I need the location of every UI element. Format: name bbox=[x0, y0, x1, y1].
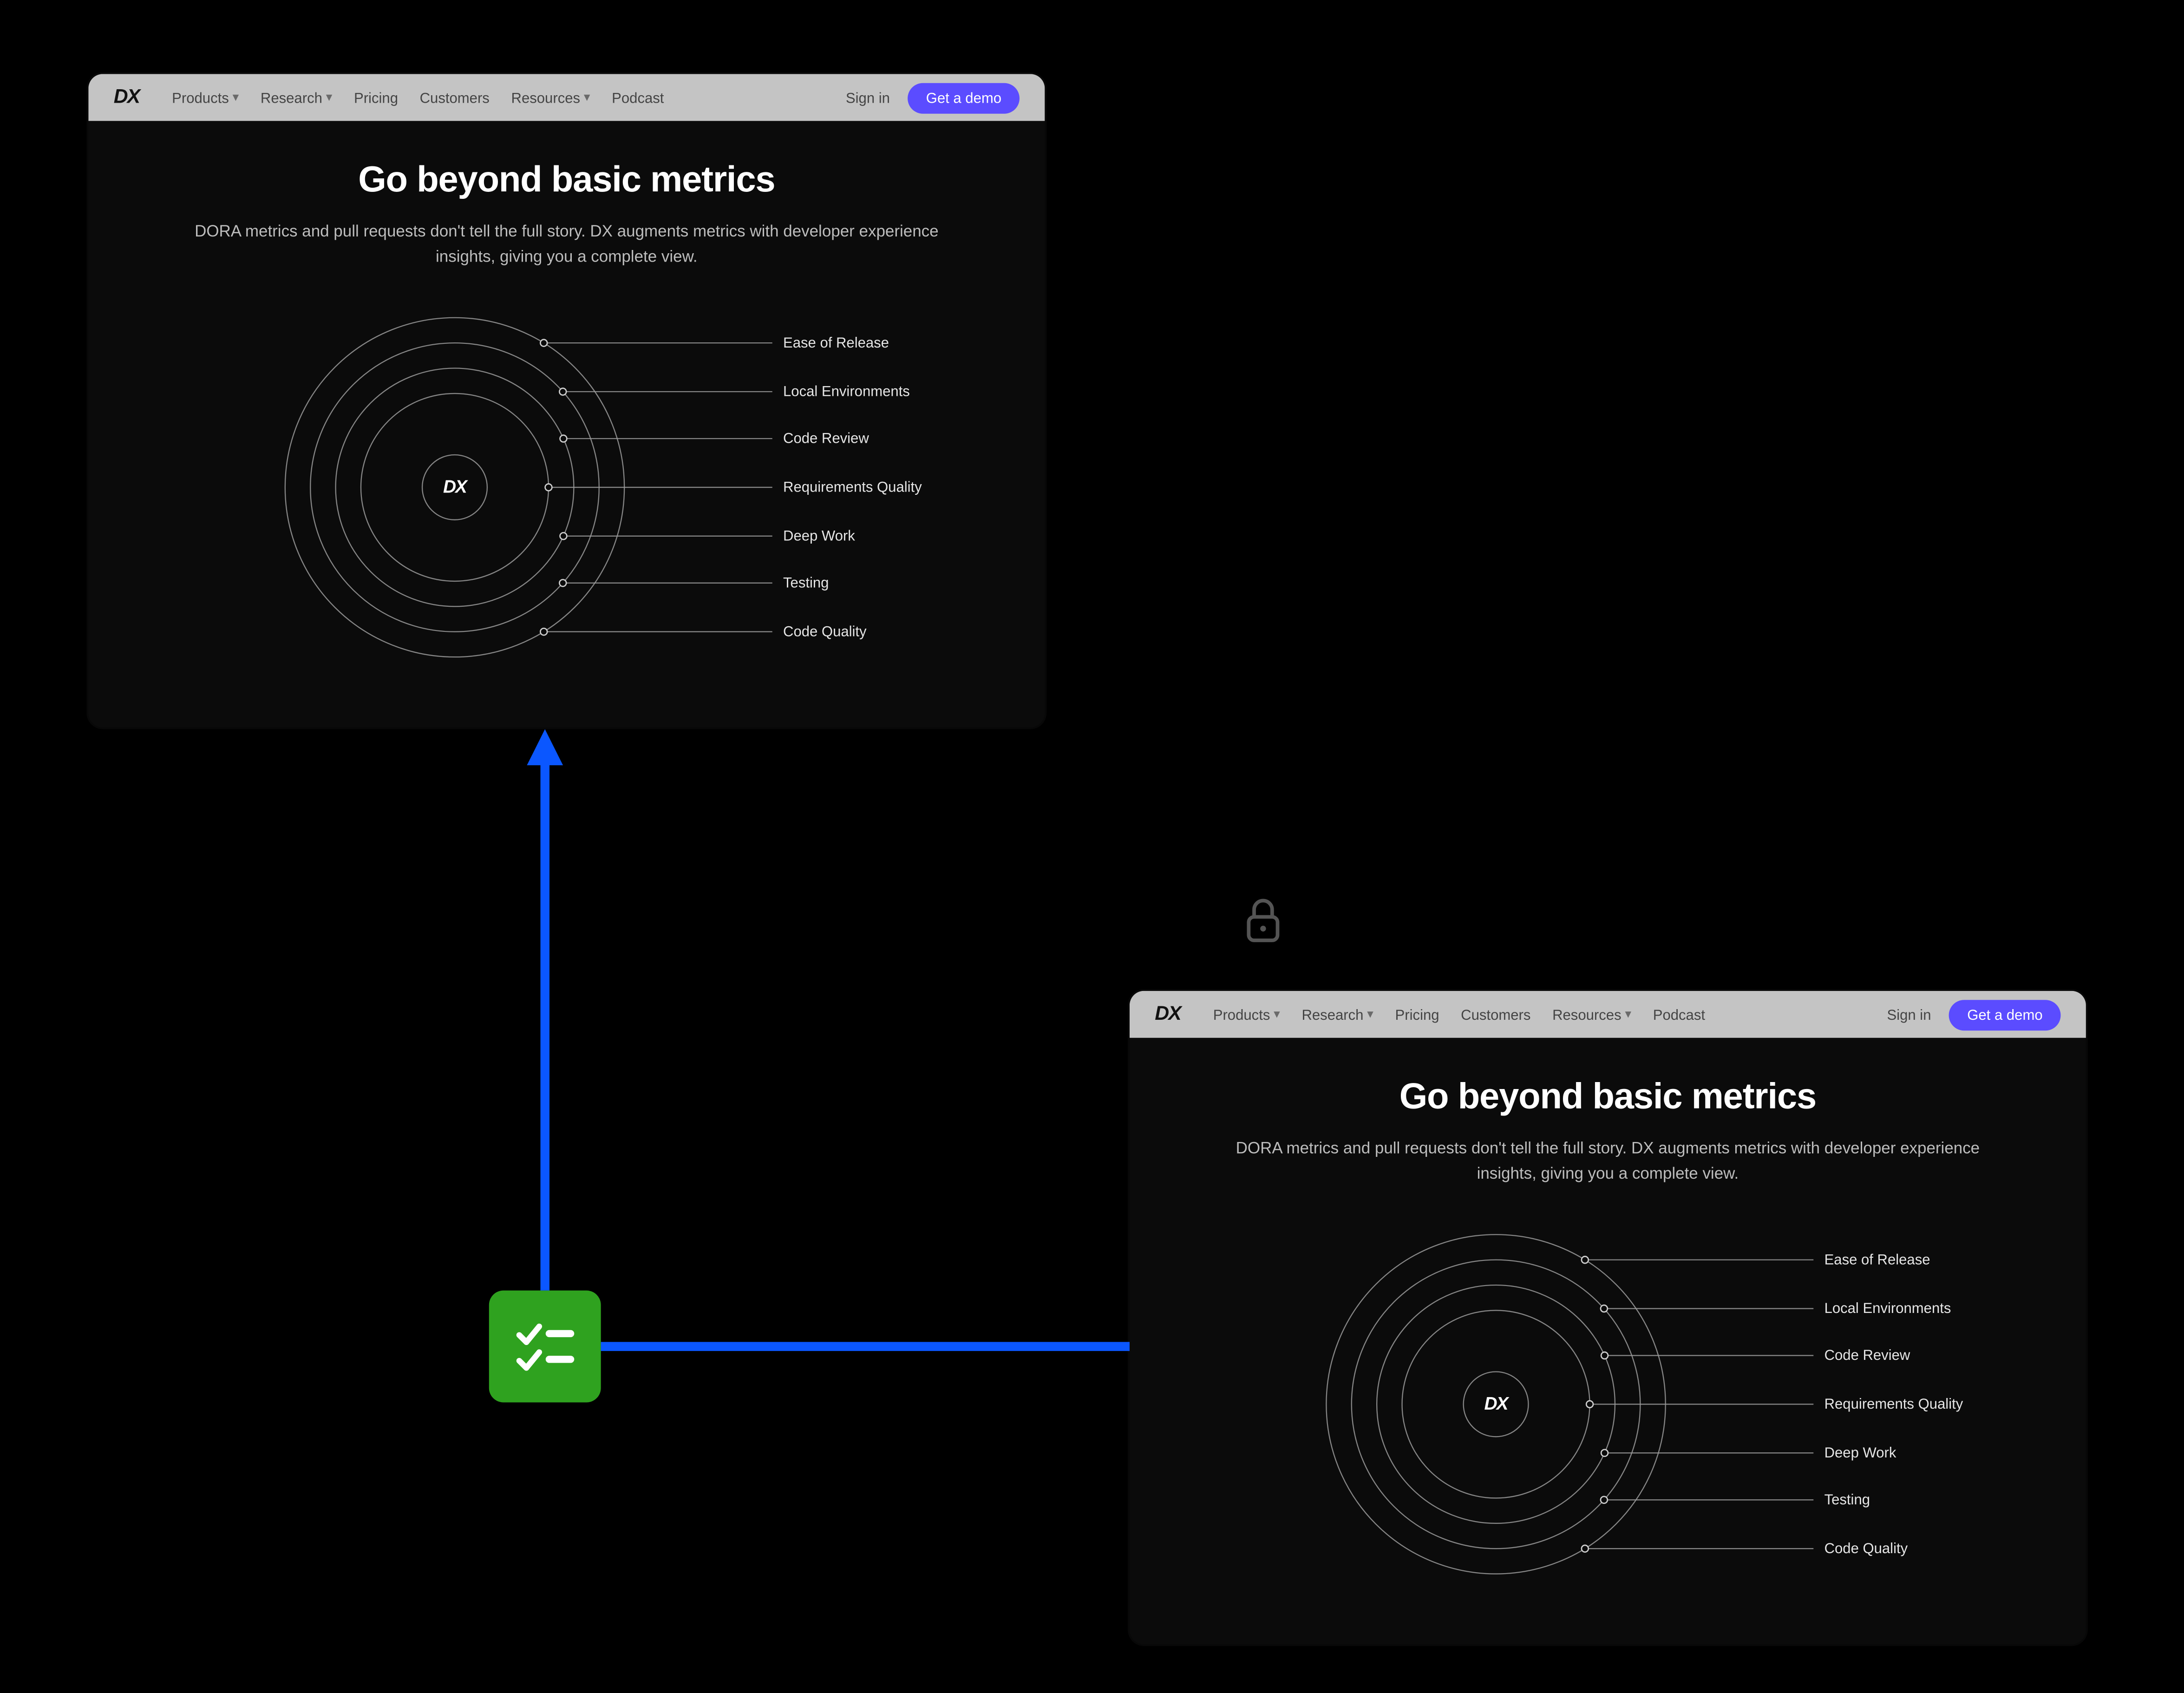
top-nav: DX Products ▾ Research ▾ Pricing Customers Res… bbox=[1130, 991, 2086, 1038]
ring-label: Deep Work bbox=[783, 528, 855, 544]
chevron-down-icon: ▾ bbox=[326, 90, 333, 105]
lock-icon bbox=[1242, 895, 1285, 946]
ring-label: Ease of Release bbox=[1824, 1251, 1930, 1267]
checklist-icon bbox=[510, 1312, 579, 1381]
screenshot-card-a: DX Products ▾ Research ▾ Pricing Customers Res… bbox=[88, 74, 1045, 727]
nav-item-label: Pricing bbox=[354, 89, 398, 105]
ring-label: Ease of Release bbox=[783, 335, 889, 351]
hero-title: Go beyond basic metrics bbox=[1220, 1077, 1995, 1119]
top-nav: DX Products ▾ Research ▾ Pricing Customers Res… bbox=[88, 74, 1045, 121]
brand-logo: DX bbox=[1155, 1004, 1180, 1025]
chevron-down-icon: ▾ bbox=[584, 90, 590, 105]
nav-item-label: Resources bbox=[511, 89, 581, 105]
chevron-down-icon: ▾ bbox=[1274, 1007, 1280, 1022]
hero-title: Go beyond basic metrics bbox=[179, 161, 955, 202]
nav-item-podcast[interactable]: Podcast bbox=[612, 89, 664, 105]
nav-item-label: Pricing bbox=[1395, 1006, 1439, 1023]
nav-items: Products ▾ Research ▾ Pricing Customers Resour… bbox=[1213, 1006, 1705, 1023]
sign-in-link[interactable]: Sign in bbox=[846, 89, 890, 105]
nav-item-resources[interactable]: Resources▾ bbox=[511, 89, 590, 105]
hero-subtitle: DORA metrics and pull requests don't tel… bbox=[1220, 1137, 1995, 1186]
brand-logo: DX bbox=[114, 86, 139, 108]
ring-label: Code Quality bbox=[1824, 1540, 1908, 1556]
nav-item-resources[interactable]: Resources▾ bbox=[1552, 1006, 1631, 1023]
nav-item-label: Products bbox=[172, 89, 229, 105]
nav-item-products[interactable]: Products ▾ bbox=[1213, 1006, 1280, 1023]
nav-item-pricing[interactable]: Pricing bbox=[354, 89, 398, 105]
ring-label: Code Review bbox=[1824, 1347, 1910, 1363]
sign-in-link[interactable]: Sign in bbox=[1887, 1006, 1931, 1023]
ring-label: Deep Work bbox=[1824, 1444, 1896, 1461]
ring-label: Requirements Quality bbox=[783, 479, 922, 495]
ring-label: Code Quality bbox=[783, 623, 867, 639]
nav-item-customers[interactable]: Customers bbox=[420, 89, 490, 105]
nav-item-label: Research bbox=[1301, 1006, 1363, 1023]
nav-item-label: Customers bbox=[1461, 1006, 1530, 1023]
nav-item-label: Podcast bbox=[1653, 1006, 1705, 1023]
hero: Go beyond basic metrics DORA metrics and… bbox=[1130, 1038, 2086, 1201]
rings-diagram: DX Ease of Release Local Environments Code … bbox=[1130, 1200, 2086, 1615]
screenshot-card-b: DX Products ▾ Research ▾ Pricing Customers Res… bbox=[1130, 991, 2086, 1644]
nav-item-customers[interactable]: Customers bbox=[1461, 1006, 1530, 1023]
nav-item-pricing[interactable]: Pricing bbox=[1395, 1006, 1439, 1023]
nav-item-label: Research bbox=[261, 89, 322, 105]
hero-subtitle: DORA metrics and pull requests don't tel… bbox=[179, 220, 955, 269]
nav-item-label: Products bbox=[1213, 1006, 1270, 1023]
ring-label: Local Environments bbox=[1824, 1300, 1951, 1316]
chevron-down-icon: ▾ bbox=[1367, 1007, 1373, 1022]
connector-up-arrowhead bbox=[527, 729, 563, 765]
checklist-node[interactable] bbox=[489, 1291, 601, 1403]
nav-items: Products ▾ Research ▾ Pricing Customers Resour… bbox=[172, 89, 664, 105]
rings-diagram: DX Ease of Release Local Environments Code … bbox=[88, 283, 1045, 699]
nav-item-label: Resources bbox=[1552, 1006, 1622, 1023]
ring-label: Testing bbox=[1824, 1491, 1870, 1508]
ring-label: Testing bbox=[783, 575, 829, 591]
svg-text:DX: DX bbox=[1484, 1394, 1510, 1414]
chevron-down-icon: ▾ bbox=[233, 90, 239, 105]
nav-item-label: Customers bbox=[420, 89, 490, 105]
ring-label: Local Environments bbox=[783, 383, 910, 400]
ring-label: Code Review bbox=[783, 430, 869, 446]
nav-item-research[interactable]: Research ▾ bbox=[261, 89, 332, 105]
get-demo-button[interactable]: Get a demo bbox=[1949, 999, 2060, 1030]
ring-label: Requirements Quality bbox=[1824, 1396, 1963, 1412]
nav-item-label: Podcast bbox=[612, 89, 664, 105]
nav-item-podcast[interactable]: Podcast bbox=[1653, 1006, 1705, 1023]
get-demo-button[interactable]: Get a demo bbox=[908, 82, 1020, 113]
svg-text:DX: DX bbox=[443, 477, 468, 497]
nav-item-research[interactable]: Research ▾ bbox=[1301, 1006, 1373, 1023]
chevron-down-icon: ▾ bbox=[1625, 1007, 1631, 1022]
nav-item-products[interactable]: Products ▾ bbox=[172, 89, 239, 105]
hero: Go beyond basic metrics DORA metrics and… bbox=[88, 121, 1045, 283]
